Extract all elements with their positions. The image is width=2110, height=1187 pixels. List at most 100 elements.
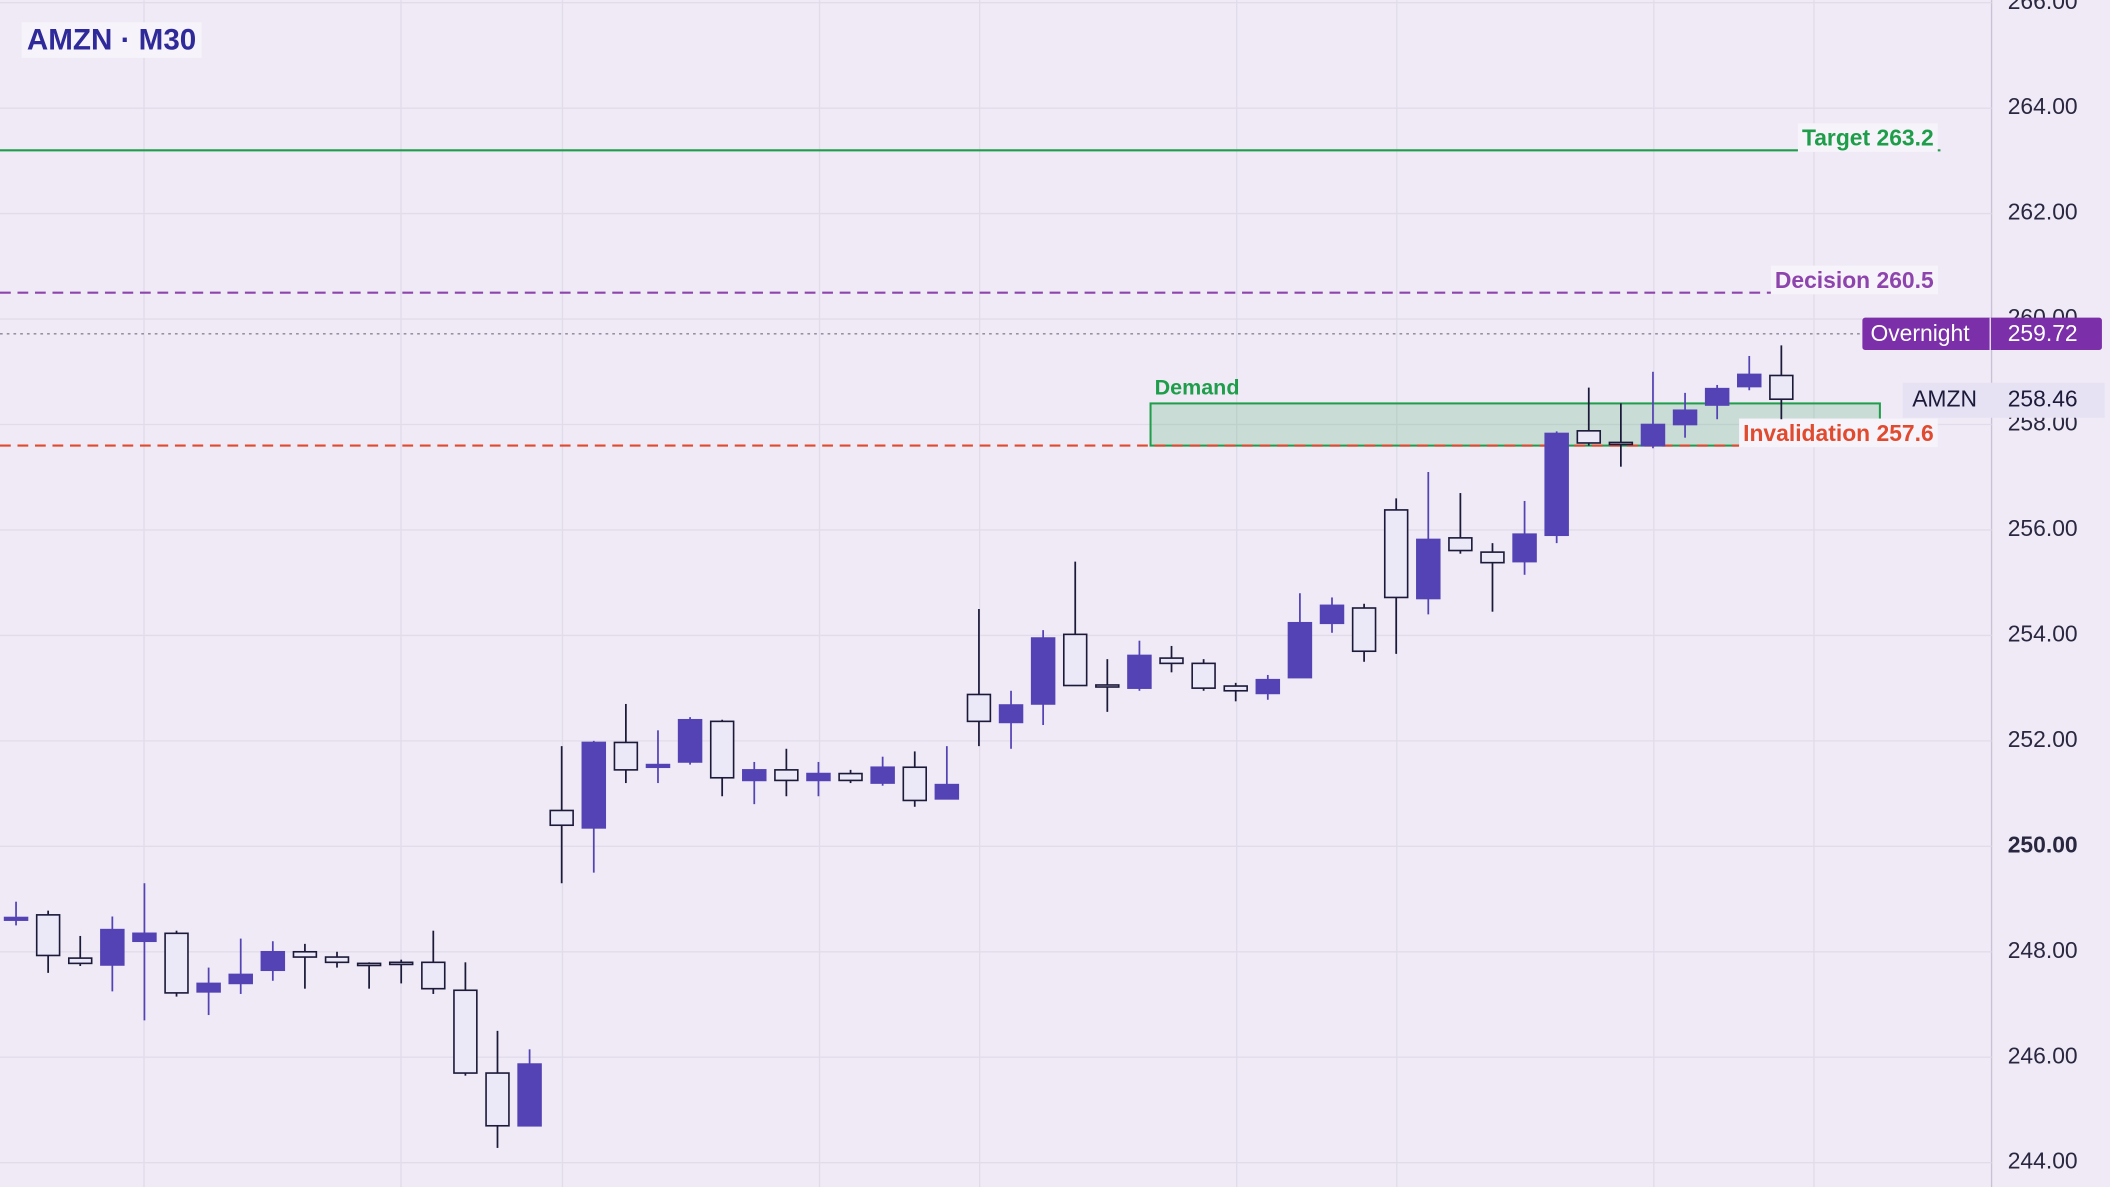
candle: [1576, 387, 1602, 446]
candle: [196, 967, 221, 1016]
time-grid: [143, 0, 1815, 1187]
candle: [998, 690, 1024, 749]
candle-body: [1127, 654, 1152, 689]
candle-body: [324, 956, 350, 964]
candle: [1062, 561, 1088, 687]
y-tick-label: 244.00: [2008, 1148, 2078, 1174]
candle: [1512, 500, 1537, 575]
candle-body: [1480, 551, 1505, 564]
candle-body: [1319, 604, 1345, 625]
candle: [870, 756, 895, 786]
candle-body: [1672, 409, 1698, 426]
y-tick-label: 256.00: [2008, 515, 2078, 541]
candle-body: [1737, 373, 1762, 388]
level-name: Decision: [1775, 267, 1870, 293]
candle: [1480, 543, 1505, 612]
candle: [100, 916, 125, 992]
ticker-label: AMZN: [1912, 385, 1977, 411]
candle: [260, 941, 286, 981]
candle: [838, 769, 863, 784]
candle: [1769, 345, 1794, 420]
candle: [292, 943, 318, 989]
level-label-bg: [1770, 265, 1939, 295]
y-tick-label: 250.00: [2008, 831, 2078, 857]
candle: [453, 962, 478, 1076]
candle-body: [67, 957, 93, 965]
candle-body: [1640, 423, 1666, 447]
candle-body: [1704, 387, 1730, 406]
candle: [581, 740, 607, 873]
candle-body: [388, 961, 414, 966]
candle-body: [1255, 678, 1281, 695]
candle-body: [645, 763, 671, 769]
title-bg: [21, 22, 202, 58]
candle-body: [1223, 685, 1248, 692]
candle: [1704, 384, 1730, 420]
candle: [934, 746, 960, 800]
candle: [1416, 471, 1441, 615]
y-tick-label: 248.00: [2008, 937, 2078, 963]
candle: [1287, 593, 1313, 679]
candle-body: [870, 766, 895, 784]
level-name: Target: [1802, 125, 1871, 151]
candle: [1351, 603, 1377, 662]
candle: [1223, 682, 1248, 702]
candle-body: [1191, 662, 1216, 689]
candle: [67, 935, 93, 967]
candle-body: [453, 989, 478, 1074]
level-label-bg: [1739, 418, 1938, 448]
candle-body: [742, 769, 767, 782]
candle: [228, 938, 253, 994]
candle-body: [517, 1063, 542, 1127]
candle-body: [421, 961, 446, 990]
candle-body: [260, 950, 286, 972]
candle-body: [292, 950, 318, 958]
candle: [1448, 493, 1473, 554]
y-tick-label: 254.00: [2008, 620, 2078, 646]
candle: [709, 719, 735, 797]
candle: [1095, 659, 1120, 712]
candle: [1191, 659, 1216, 691]
candle-body: [581, 741, 607, 829]
candle-body: [1159, 657, 1184, 665]
candle-body: [1544, 432, 1569, 537]
candle: [1030, 630, 1056, 726]
candle: [1159, 645, 1184, 673]
y-tick-label: 266.00: [2008, 0, 2078, 14]
candle: [3, 901, 29, 926]
candle-body: [1769, 374, 1794, 401]
candle: [742, 761, 767, 805]
badge-bg: [1862, 317, 2102, 350]
candle-body: [709, 720, 735, 779]
candle-body: [1095, 684, 1120, 688]
candle: [485, 1030, 510, 1148]
candle-body: [3, 916, 29, 921]
level-value: 260.5: [1876, 267, 1933, 293]
candle: [1544, 431, 1569, 544]
candle-body: [1383, 509, 1409, 599]
candle: [645, 730, 671, 784]
candle: [324, 951, 350, 968]
candle: [132, 883, 157, 1021]
candle: [1383, 498, 1409, 654]
candle-body: [838, 772, 863, 782]
candle: [902, 751, 927, 807]
candle-body: [196, 982, 221, 993]
candle-body: [613, 741, 639, 771]
candle: [421, 930, 446, 994]
candle-body: [1576, 430, 1602, 444]
candle-body: [998, 704, 1024, 724]
candle-body: [1608, 441, 1634, 446]
candle: [356, 962, 382, 989]
candle-body: [966, 693, 992, 723]
candle: [1640, 371, 1666, 449]
badge-value: 259.72: [2008, 320, 2078, 346]
candle-body: [1512, 533, 1537, 563]
candle-body: [1448, 537, 1473, 552]
y-tick-label: 262.00: [2008, 199, 2078, 225]
candle: [1319, 597, 1345, 633]
candle: [1255, 674, 1281, 700]
candle: [774, 748, 799, 797]
